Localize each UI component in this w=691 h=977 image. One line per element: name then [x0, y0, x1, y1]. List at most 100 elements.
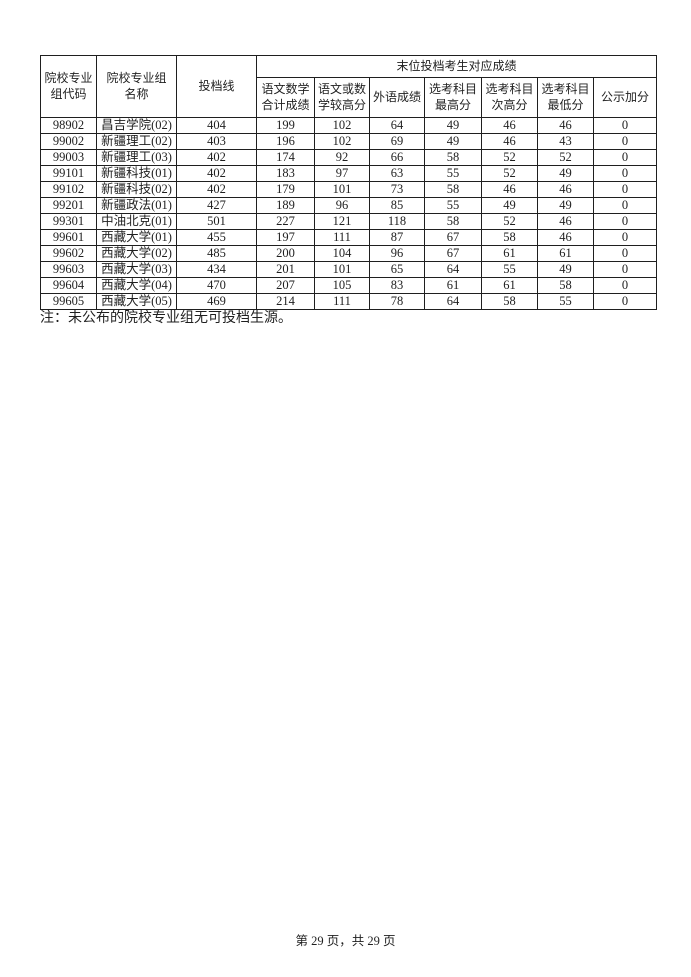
- table-cell: 73: [369, 181, 425, 198]
- table-cell: 0: [592, 133, 658, 150]
- table-cell: 0: [592, 117, 658, 134]
- table-cell: 96: [314, 197, 370, 214]
- table-cell: 58: [537, 277, 594, 294]
- table-cell: 西藏大学(03): [96, 261, 177, 278]
- table-cell: 0: [592, 229, 658, 246]
- table-cell: 52: [481, 149, 538, 166]
- header-chinese-math-total: 语文数学 合计成绩: [256, 77, 315, 118]
- table-cell: 46: [481, 133, 538, 150]
- table-row: 99101 新疆科技(01) 402 183 97 63 55 52 49 0: [40, 165, 658, 182]
- table-cell: 189: [256, 197, 315, 214]
- table-cell: 97: [314, 165, 370, 182]
- table-cell: 67: [424, 245, 482, 262]
- table-cell: 49: [424, 133, 482, 150]
- table-cell: 新疆理工(02): [96, 133, 177, 150]
- header-college-group-name: 院校专业组 名称: [96, 55, 177, 118]
- header-elective-highest: 选考科目 最高分: [424, 77, 482, 118]
- header-chinese-or-math-higher: 语文或数 学较高分: [314, 77, 370, 118]
- table-cell: 99003: [40, 149, 97, 166]
- table-note: 注：未公布的院校专业组无可投档生源。: [40, 311, 292, 326]
- table-cell: 99301: [40, 213, 97, 230]
- table-cell: 46: [537, 213, 594, 230]
- table-cell: 西藏大学(02): [96, 245, 177, 262]
- table-row: 99603 西藏大学(03) 434 201 101 65 64 55 49 0: [40, 261, 658, 278]
- table-cell: 52: [481, 213, 538, 230]
- header-row-sub: 语文数学 合计成绩 语文或数 学较高分 外语成绩 选考科目 最高分 选考科目 次…: [41, 77, 658, 118]
- table-cell: 99102: [40, 181, 97, 198]
- table-cell: 西藏大学(05): [96, 293, 177, 310]
- table-cell: 49: [481, 197, 538, 214]
- header-last-candidate-scores-group: 末位投档考生对应成绩: [255, 55, 658, 78]
- table-cell: 111: [314, 229, 370, 246]
- table-cell: 63: [369, 165, 425, 182]
- table-cell: 101: [314, 261, 370, 278]
- table-cell: 昌吉学院(02): [96, 117, 177, 134]
- header-public-bonus: 公示加分: [592, 77, 658, 118]
- table-cell: 新疆理工(03): [96, 149, 177, 166]
- table-row: 99602 西藏大学(02) 485 200 104 96 67 61 61 0: [40, 245, 658, 262]
- table-cell: 402: [176, 165, 257, 182]
- table-cell: 485: [176, 245, 257, 262]
- table-row: 99201 新疆政法(01) 427 189 96 85 55 49 49 0: [40, 197, 658, 214]
- header-admission-line: 投档线: [176, 55, 257, 118]
- table-row: 99601 西藏大学(01) 455 197 111 87 67 58 46 0: [40, 229, 658, 246]
- table-cell: 83: [369, 277, 425, 294]
- table-cell: 99604: [40, 277, 97, 294]
- table-body: 98902 昌吉学院(02) 404 199 102 64 49 46 46 0 99002 新疆理工…: [40, 117, 658, 310]
- table-cell: 66: [369, 149, 425, 166]
- table-cell: 111: [314, 293, 370, 310]
- table-cell: 新疆政法(01): [96, 197, 177, 214]
- table-cell: 455: [176, 229, 257, 246]
- table-cell: 0: [592, 245, 658, 262]
- table-cell: 0: [592, 261, 658, 278]
- table-cell: 49: [424, 117, 482, 134]
- table-cell: 61: [481, 277, 538, 294]
- table-cell: 49: [537, 261, 594, 278]
- table-cell: 49: [537, 165, 594, 182]
- table-cell: 199: [256, 117, 315, 134]
- table-cell: 197: [256, 229, 315, 246]
- table-cell: 99002: [40, 133, 97, 150]
- table-cell: 0: [592, 293, 658, 310]
- table-cell: 427: [176, 197, 257, 214]
- table-cell: 58: [424, 181, 482, 198]
- table-cell: 403: [176, 133, 257, 150]
- table-cell: 64: [424, 293, 482, 310]
- table-cell: 58: [424, 213, 482, 230]
- table-cell: 69: [369, 133, 425, 150]
- table-cell: 99605: [40, 293, 97, 310]
- table-cell: 58: [481, 229, 538, 246]
- table-cell: 470: [176, 277, 257, 294]
- table-row: 99002 新疆理工(02) 403 196 102 69 49 46 43 0: [40, 133, 658, 150]
- table-cell: 402: [176, 149, 257, 166]
- table-cell: 0: [592, 181, 658, 198]
- table-cell: 85: [369, 197, 425, 214]
- table-cell: 西藏大学(01): [96, 229, 177, 246]
- header-elective-second-highest: 选考科目 次高分: [481, 77, 538, 118]
- table-cell: 207: [256, 277, 315, 294]
- table-cell: 179: [256, 181, 315, 198]
- table-cell: 58: [424, 149, 482, 166]
- table-cell: 55: [537, 293, 594, 310]
- table-cell: 西藏大学(04): [96, 277, 177, 294]
- table-cell: 214: [256, 293, 315, 310]
- table-cell: 新疆科技(01): [96, 165, 177, 182]
- admission-score-table: 院校专业 组代码 院校专业组 名称 投档线 末位投档考生对应成绩 语文数学 合计…: [40, 55, 658, 310]
- table-cell: 49: [537, 197, 594, 214]
- table-cell: 46: [537, 229, 594, 246]
- table-cell: 404: [176, 117, 257, 134]
- table-row: 98902 昌吉学院(02) 404 199 102 64 49 46 46 0: [40, 117, 658, 134]
- table-cell: 46: [537, 181, 594, 198]
- table-cell: 0: [592, 149, 658, 166]
- table-cell: 87: [369, 229, 425, 246]
- table-cell: 65: [369, 261, 425, 278]
- table-cell: 55: [424, 165, 482, 182]
- table-cell: 58: [481, 293, 538, 310]
- header-college-group-code: 院校专业 组代码: [40, 55, 97, 118]
- table-cell: 434: [176, 261, 257, 278]
- table-cell: 46: [537, 117, 594, 134]
- table-cell: 104: [314, 245, 370, 262]
- table-cell: 501: [176, 213, 257, 230]
- table-cell: 52: [537, 149, 594, 166]
